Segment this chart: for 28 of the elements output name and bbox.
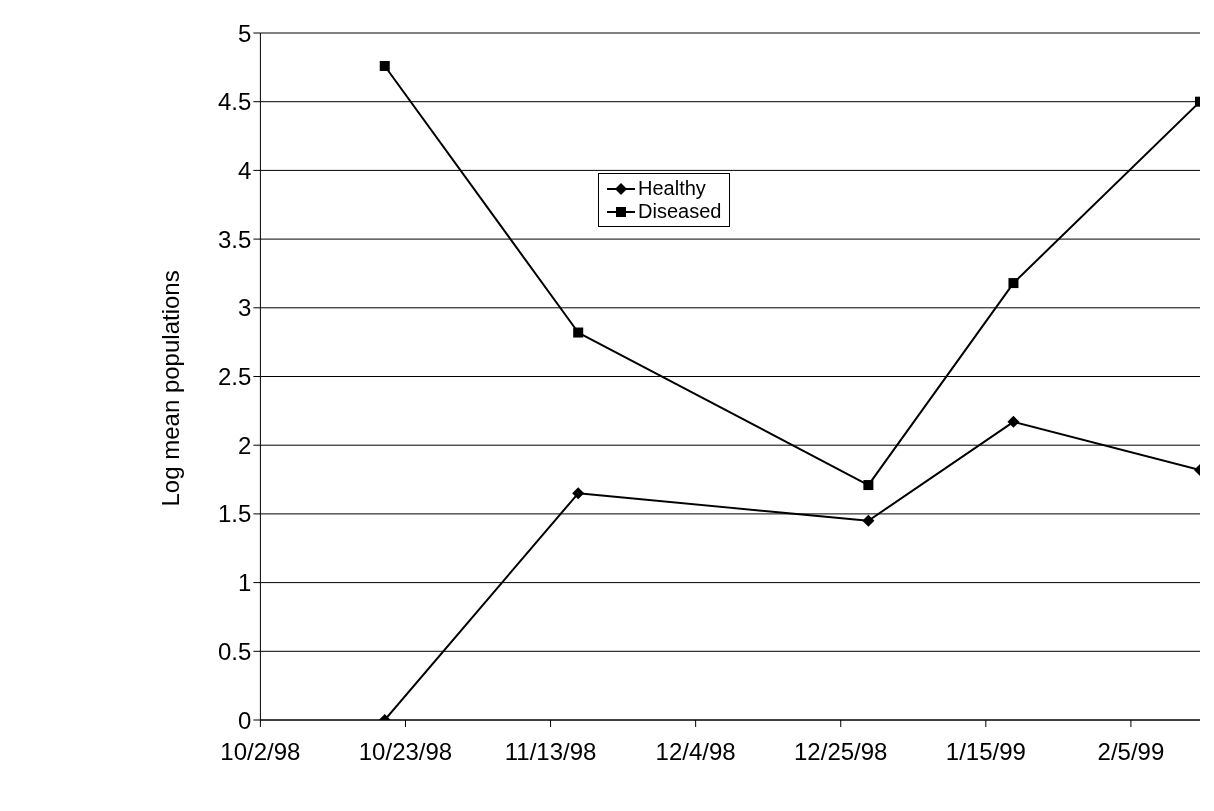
y-tick-label: 5 [238, 19, 252, 47]
x-tick-label: 12/25/98 [794, 738, 888, 766]
x-tick-label: 2/5/99 [1097, 738, 1165, 766]
y-tick-label: 1 [238, 569, 252, 597]
legend-label: Diseased [638, 200, 722, 223]
point [862, 514, 875, 527]
y-axis-title: Log mean populations [156, 270, 184, 507]
y-tick-label: 2.5 [218, 363, 252, 391]
point [572, 487, 585, 500]
y-tick-label: 3 [238, 294, 252, 322]
y-tick-label: 4 [238, 156, 252, 184]
y-tick-label: 1.5 [218, 500, 252, 528]
y-tick-label: 2 [238, 431, 252, 459]
y-tick-label: 0 [238, 706, 252, 734]
x-tick-label: 12/4/98 [655, 738, 736, 766]
x-tick-label: 10/2/98 [220, 738, 301, 766]
y-tick-label: 0.5 [218, 637, 252, 665]
x-tick-label: 1/15/99 [945, 738, 1026, 766]
y-tick-label: 3.5 [218, 225, 252, 253]
legend-label: Healthy [638, 177, 706, 200]
point [863, 480, 874, 491]
point [573, 327, 584, 338]
point [1008, 278, 1019, 289]
point [1007, 415, 1020, 428]
x-tick-label: 10/23/98 [358, 738, 453, 766]
x-tick-label: 11/13/98 [504, 738, 597, 766]
y-tick-label: 4.5 [218, 88, 252, 116]
point [379, 60, 390, 71]
